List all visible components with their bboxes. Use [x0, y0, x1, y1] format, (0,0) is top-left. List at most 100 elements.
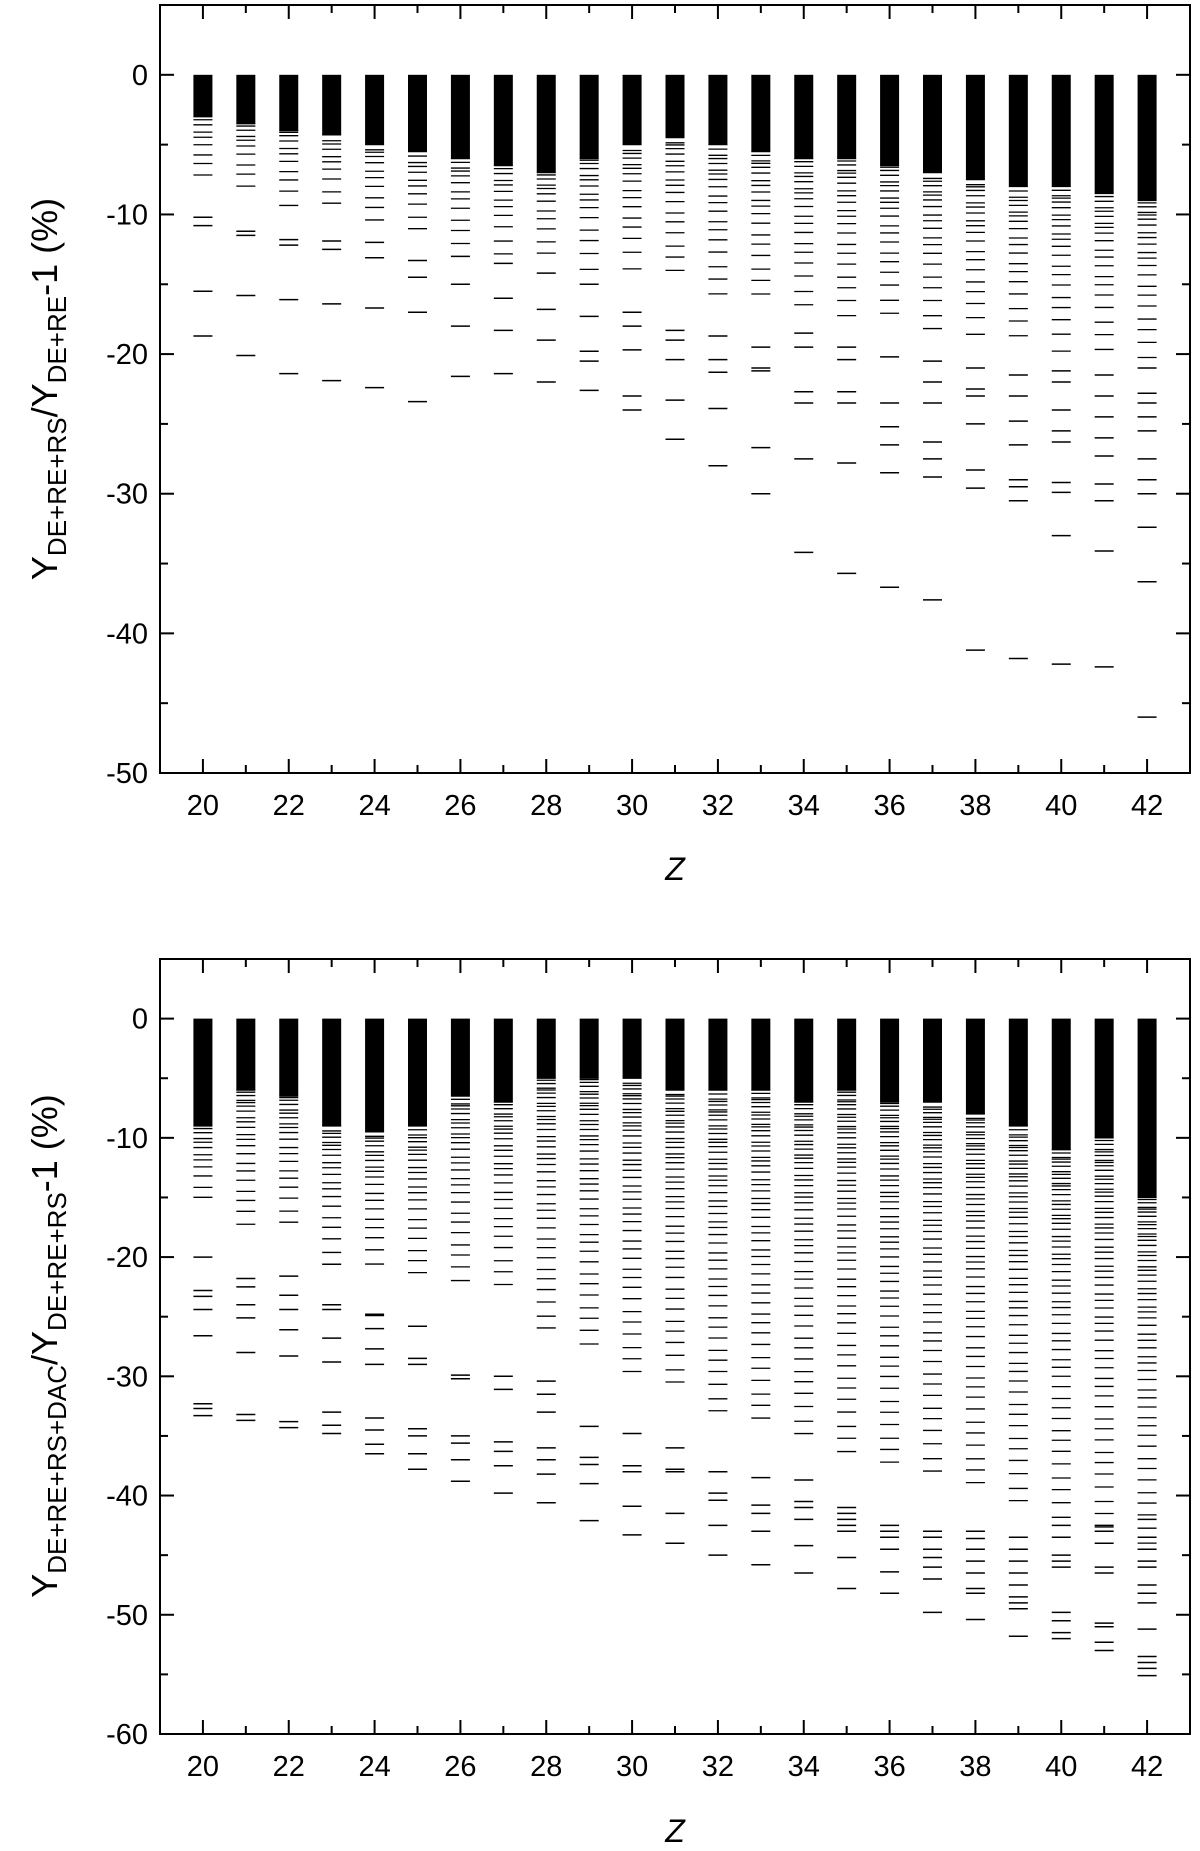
dense-level-band	[965, 74, 985, 180]
data-marks	[193, 1018, 1157, 1677]
y-tick-label: -20	[106, 1242, 148, 1274]
column-z-30	[622, 1018, 642, 1536]
y-tick-label: -50	[106, 1600, 148, 1632]
x-tick-label: 24	[358, 790, 390, 822]
column-z-28	[536, 1018, 556, 1504]
column-z-23	[322, 74, 342, 382]
x-tick-label: 42	[1131, 790, 1163, 822]
x-axis-title: Z	[664, 851, 686, 887]
x-axis-title: Z	[664, 1813, 686, 1849]
x-tick-label: 28	[530, 790, 562, 822]
column-z-42	[1137, 1018, 1157, 1677]
y-tick-label: -60	[106, 1719, 148, 1751]
dense-level-band	[880, 1018, 900, 1103]
dense-level-band	[880, 74, 900, 166]
x-tick-label: 26	[444, 790, 476, 822]
dense-level-band	[450, 74, 470, 159]
dense-level-band	[1008, 1018, 1028, 1126]
column-z-40	[1051, 1018, 1071, 1640]
dense-level-band	[965, 1018, 985, 1114]
x-tick-label: 30	[616, 790, 648, 822]
column-z-40	[1051, 74, 1071, 665]
column-z-39	[1008, 1018, 1028, 1637]
data-marks	[193, 74, 1157, 718]
y-axis-unit: -1 (%)	[24, 198, 65, 296]
column-z-35	[837, 1018, 857, 1590]
column-z-22	[279, 74, 299, 375]
y-tick-label: -20	[106, 339, 148, 371]
x-tick-label: 24	[358, 1751, 390, 1783]
column-z-36	[880, 74, 900, 589]
column-z-33	[751, 74, 771, 495]
dense-level-band	[622, 74, 642, 145]
dense-level-band	[665, 1018, 685, 1091]
column-z-20	[193, 74, 213, 337]
dense-level-band	[1094, 1018, 1114, 1138]
y-axis-symbol-denominator: Υ	[24, 383, 65, 407]
dense-level-band	[536, 1018, 556, 1079]
dense-level-band	[1008, 74, 1028, 187]
x-tick-labels: 20 22 24 26 28 30 32 34 36 38 40 42	[187, 1751, 1163, 1783]
dense-level-band	[751, 74, 771, 152]
column-z-25	[408, 1018, 427, 1471]
y-axis-symbol: Υ	[24, 1574, 65, 1598]
column-z-33	[751, 1018, 771, 1566]
axis-ticks	[159, 4, 1191, 774]
y-axis-slash: /	[24, 407, 65, 417]
column-z-31	[665, 1018, 685, 1544]
dense-level-band	[322, 74, 342, 135]
dense-level-band	[536, 74, 556, 173]
dense-level-band	[1094, 74, 1114, 194]
column-z-38	[965, 74, 985, 651]
dense-level-band	[665, 74, 685, 138]
dense-level-band	[450, 1018, 470, 1097]
dense-level-band	[794, 1018, 814, 1103]
dense-level-band	[923, 74, 942, 173]
column-z-25	[408, 74, 427, 403]
dense-level-band	[579, 74, 599, 159]
x-tick-label: 20	[187, 1751, 219, 1783]
column-z-20	[193, 1018, 213, 1417]
y-tick-label: -40	[106, 1481, 148, 1513]
dense-level-band	[193, 1018, 213, 1126]
dense-level-band	[493, 1018, 513, 1103]
column-z-24	[365, 74, 385, 389]
x-tick-label: 22	[273, 1751, 305, 1783]
column-z-35	[837, 74, 857, 575]
y-tick-label: 0	[132, 1004, 148, 1036]
dense-level-band	[365, 74, 385, 145]
y-tick-labels: -50 -40 -30 -20 -10 0	[106, 60, 148, 790]
x-tick-label: 34	[788, 1751, 820, 1783]
x-tick-label: 38	[959, 790, 991, 822]
column-z-27	[493, 74, 513, 375]
x-tick-label: 42	[1131, 1751, 1163, 1783]
x-tick-label: 30	[616, 1751, 648, 1783]
column-z-32	[708, 74, 728, 467]
dense-level-band	[923, 1018, 942, 1103]
dense-level-band	[751, 1018, 771, 1091]
column-z-30	[622, 74, 642, 411]
dense-level-band	[279, 74, 299, 131]
x-tick-label: 20	[187, 790, 219, 822]
column-z-32	[708, 1018, 728, 1556]
column-z-29	[579, 1018, 599, 1522]
y-axis-slash: /	[24, 1355, 65, 1365]
column-z-31	[665, 74, 685, 441]
column-z-22	[279, 1018, 299, 1429]
dense-level-band	[193, 74, 213, 117]
x-tick-label: 34	[788, 790, 820, 822]
dense-level-band	[837, 1018, 857, 1091]
dense-level-band	[365, 1018, 385, 1132]
y-axis-unit: -1 (%)	[24, 1094, 65, 1192]
dense-level-band	[1137, 74, 1157, 201]
y-tick-label: -50	[106, 758, 148, 790]
y-axis-subscript-numerator: DE+RE+RS	[42, 417, 72, 556]
x-tick-label: 32	[702, 790, 734, 822]
column-z-38	[965, 1018, 985, 1621]
x-tick-label: 22	[273, 790, 305, 822]
column-z-27	[493, 1018, 513, 1494]
y-axis-subscript-denominator: DE+RE	[42, 296, 72, 383]
dense-level-band	[322, 1018, 342, 1126]
column-z-36	[880, 1018, 900, 1595]
